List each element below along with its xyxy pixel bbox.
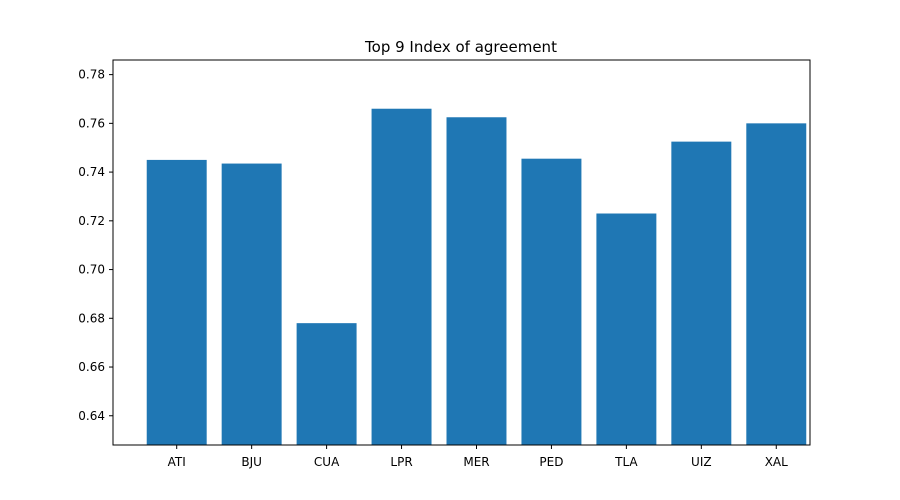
chart-title: Top 9 Index of agreement bbox=[364, 38, 557, 56]
bars-group bbox=[146, 108, 807, 445]
x-tick-label: MER bbox=[463, 455, 489, 469]
y-tick-label: 0.64 bbox=[78, 409, 105, 423]
bar-ati bbox=[146, 159, 207, 445]
y-tick-label: 0.68 bbox=[78, 311, 105, 325]
bar-xal bbox=[746, 123, 807, 445]
y-tick-label: 0.70 bbox=[78, 263, 105, 277]
x-tick-label: CUA bbox=[314, 455, 340, 469]
y-tick-label: 0.78 bbox=[78, 68, 105, 82]
y-tick-label: 0.76 bbox=[78, 116, 105, 130]
x-tick-label: ATI bbox=[168, 455, 186, 469]
bar-uiz bbox=[671, 141, 732, 445]
x-tick-label: LPR bbox=[390, 455, 412, 469]
x-tick-label: UIZ bbox=[691, 455, 712, 469]
y-tick-label: 0.72 bbox=[78, 214, 105, 228]
x-tick-label: TLA bbox=[614, 455, 638, 469]
y-tick-label: 0.66 bbox=[78, 360, 105, 374]
plot-frame bbox=[112, 59, 811, 446]
x-tick-label: XAL bbox=[765, 455, 788, 469]
x-tick-label: PED bbox=[539, 455, 563, 469]
x-tick-label: BJU bbox=[241, 455, 262, 469]
bar-lpr bbox=[371, 108, 432, 445]
y-axis: 0.64 0.66 0.68 0.70 0.72 0.74 0.76 0.78 bbox=[78, 68, 113, 423]
bar-cua bbox=[296, 323, 357, 445]
bar-bju bbox=[221, 163, 282, 445]
y-tick-label: 0.74 bbox=[78, 165, 105, 179]
bar-mer bbox=[446, 117, 507, 445]
bar-tla bbox=[596, 213, 657, 445]
x-axis: ATI BJU CUA LPR MER PED TLA UIZ XAL bbox=[168, 445, 788, 469]
bar-ped bbox=[521, 158, 582, 445]
